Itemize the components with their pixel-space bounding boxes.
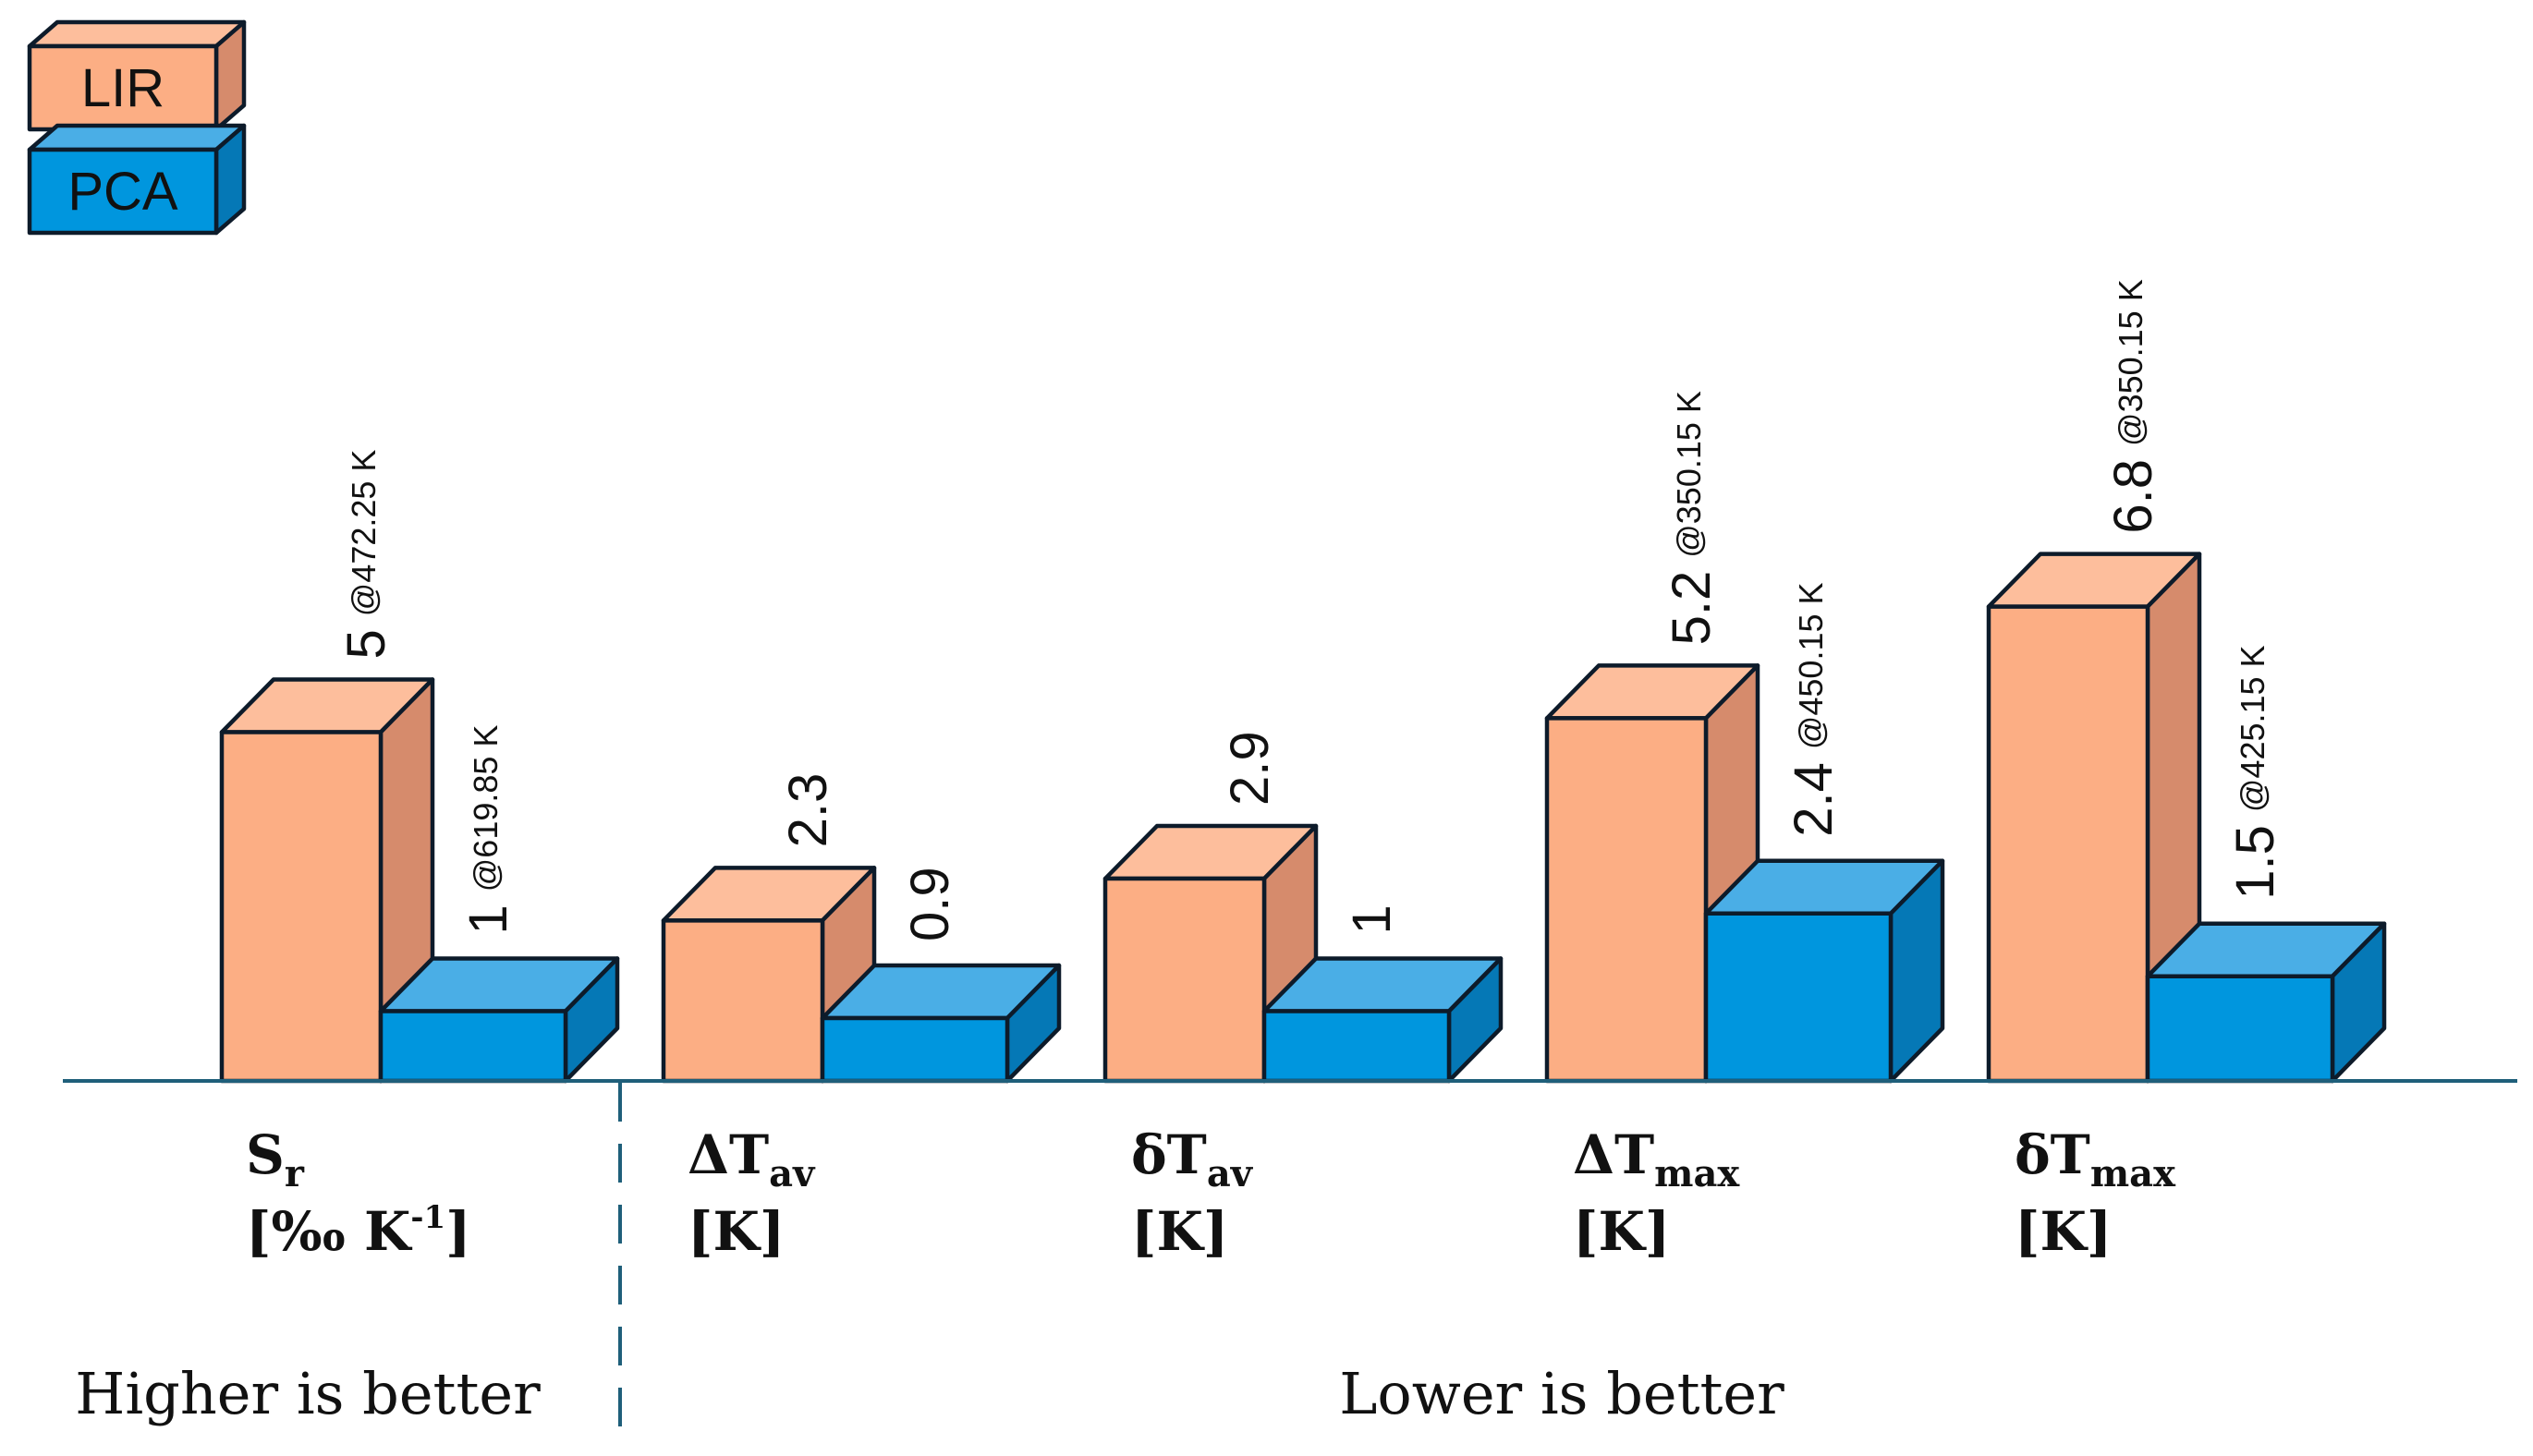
category-unit: [K] (1131, 1200, 1228, 1263)
legend-swatch-pca-top (27, 123, 247, 152)
bar-group-small-delta-t-av: 2.91 (1102, 731, 1504, 1084)
bars: 5@472.25 K1@619.85 K 2.30.92.915.2@350.15… (219, 279, 2387, 1084)
bar-lir-small-delta-t-av (1102, 876, 1267, 1084)
bar-group-sr: 5@472.25 K 1@619.85 K (219, 450, 620, 1084)
legend-item-lir: LIR (27, 19, 247, 132)
bar-group-delta-t-av: 2.3 0.9 (661, 773, 1062, 1084)
value-label-lir-delta-t-max: 5.2@350.15 K (1662, 391, 1722, 645)
value-label-pca-delta-t-av: 0.9 (900, 867, 960, 941)
value-label-pca-sr: 1@619.85 K (458, 725, 518, 935)
bar-lir-small-delta-t-max (1986, 604, 2150, 1084)
category-label-delta-t-av: ΔTav[K] (688, 1123, 816, 1263)
legend-swatch-lir-top (27, 19, 247, 49)
bar-group-delta-t-max: 5.2@350.15 K 2.4@450.15 K (1544, 391, 1945, 1084)
category-name: ΔTmax (1573, 1123, 1740, 1195)
category-unit: [K] (2015, 1200, 2112, 1263)
value-label-pca-delta-t-max: 2.4@450.15 K (1784, 582, 1844, 836)
bar-pca-sr (378, 1009, 568, 1084)
legend-label-lir: LIR (81, 58, 164, 118)
bar-group-small-delta-t-max: 6.8@350.15 K 1.5@425.15 K (1986, 279, 2387, 1084)
category-label-sr: Sr[‰ K-1] (246, 1123, 471, 1263)
legend-swatch-pca (27, 147, 219, 236)
legend-item-pca: PCA (27, 123, 247, 236)
category-label-delta-t-max: ΔTmax[K] (1573, 1123, 1740, 1263)
bar-pca-small-delta-t-max (2145, 974, 2335, 1084)
category-unit: [‰ K-1] (246, 1199, 471, 1263)
category-unit: [K] (688, 1200, 785, 1263)
value-label-pca-small-delta-t-av: 1 (1342, 904, 1402, 934)
value-label-lir-small-delta-t-av: 2.9 (1220, 731, 1280, 806)
bar-pca-delta-t-max (1703, 911, 1894, 1084)
bar-lir-delta-t-av (661, 918, 825, 1084)
legend-label-pca: PCA (67, 162, 178, 222)
category-labels: Sr[‰ K-1]ΔTav[K]δTav[K]ΔTmax[K]δTmax[K] (246, 1123, 2176, 1263)
category-label-small-delta-t-max: δTmax[K] (2015, 1123, 2176, 1263)
bar-pca-delta-t-av (820, 1015, 1010, 1084)
legend: LIR PCA (27, 19, 247, 236)
value-label-pca-small-delta-t-max: 1.5@425.15 K (2225, 645, 2285, 899)
category-label-small-delta-t-av: δTav[K] (1131, 1123, 1254, 1263)
category-name: ΔTav (688, 1123, 816, 1195)
category-name: δTav (1131, 1123, 1254, 1195)
annotation-lower-is-better: Lower is better (1339, 1360, 1784, 1427)
bar-lir-delta-t-max (1544, 716, 1709, 1084)
category-name: δTmax (2015, 1123, 2176, 1195)
category-unit: [K] (1573, 1200, 1670, 1263)
value-label-lir-sr: 5@472.25 K (336, 450, 396, 660)
annotation-higher-is-better: Higher is better (75, 1360, 541, 1427)
category-name: Sr (246, 1123, 305, 1195)
bar-pca-small-delta-t-av (1261, 1009, 1452, 1084)
legend-swatch-lir (27, 43, 219, 132)
value-label-lir-small-delta-t-max: 6.8@350.15 K (2103, 279, 2163, 533)
value-label-lir-delta-t-av: 2.3 (778, 773, 838, 848)
bar-lir-sr (219, 730, 384, 1084)
